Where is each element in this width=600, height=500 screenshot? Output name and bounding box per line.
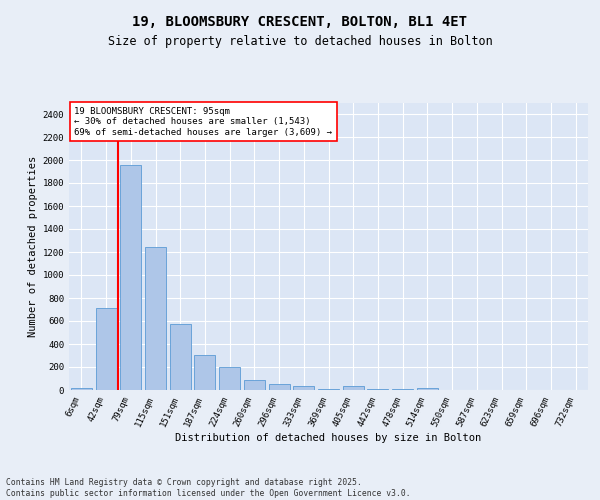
Bar [71, 388, 92, 390]
Text: 19 BLOOMSBURY CRESCENT: 95sqm
← 30% of detached houses are smaller (1,543)
69% o: 19 BLOOMSBURY CRESCENT: 95sqm ← 30% of d… [74, 107, 332, 136]
Bar [194, 355, 215, 390]
Bar [95, 308, 116, 390]
Bar [244, 380, 265, 390]
Bar [293, 386, 314, 390]
Y-axis label: Number of detached properties: Number of detached properties [28, 156, 38, 337]
Text: Contains HM Land Registry data © Crown copyright and database right 2025.
Contai: Contains HM Land Registry data © Crown c… [6, 478, 410, 498]
X-axis label: Distribution of detached houses by size in Bolton: Distribution of detached houses by size … [175, 434, 482, 444]
Text: Size of property relative to detached houses in Bolton: Size of property relative to detached ho… [107, 34, 493, 48]
Bar [343, 386, 364, 390]
Bar [417, 388, 438, 390]
Bar [170, 324, 191, 390]
Bar [219, 367, 240, 390]
Text: 19, BLOOMSBURY CRESCENT, BOLTON, BL1 4ET: 19, BLOOMSBURY CRESCENT, BOLTON, BL1 4ET [133, 16, 467, 30]
Bar [120, 164, 141, 390]
Bar [145, 248, 166, 390]
Bar [269, 384, 290, 390]
